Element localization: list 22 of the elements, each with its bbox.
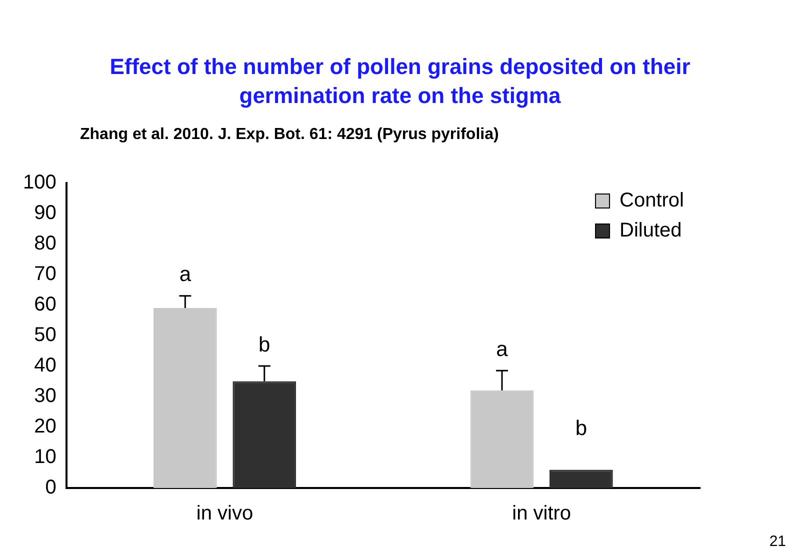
y-tick-label: 30 xyxy=(34,385,56,408)
annotation: a xyxy=(496,338,508,361)
y-tick-label: 20 xyxy=(34,416,56,438)
annotation: a xyxy=(179,263,192,286)
chart-title: Effect of the number of pollen grains deposited on their germination rate on the stigma xyxy=(108,53,692,110)
chart-subtitle: Zhang et al. 2010. J. Exp. Bot. 61: 4291 (Pyrus pyrifolia) xyxy=(80,126,499,144)
annotation: b xyxy=(258,333,270,356)
x-tick-label: in vivo xyxy=(196,502,254,525)
y-tick-label: 90 xyxy=(34,202,56,224)
y-tick-label: 60 xyxy=(34,294,56,316)
x-tick-label: in vitro xyxy=(512,502,572,525)
y-tick-label: 100 xyxy=(22,172,56,194)
y-tick-label: 10 xyxy=(34,446,56,468)
annotation: b xyxy=(575,416,588,440)
y-tick-label: 70 xyxy=(34,263,56,286)
legend-label: Control xyxy=(620,190,684,212)
y-tick-label: 50 xyxy=(34,324,56,346)
y-tick-label: 0 xyxy=(45,476,56,499)
text: 21 xyxy=(769,533,786,550)
legend-label: Diluted xyxy=(620,220,682,242)
y-tick-label: 80 xyxy=(34,232,56,255)
y-tick-label: 40 xyxy=(34,354,56,377)
